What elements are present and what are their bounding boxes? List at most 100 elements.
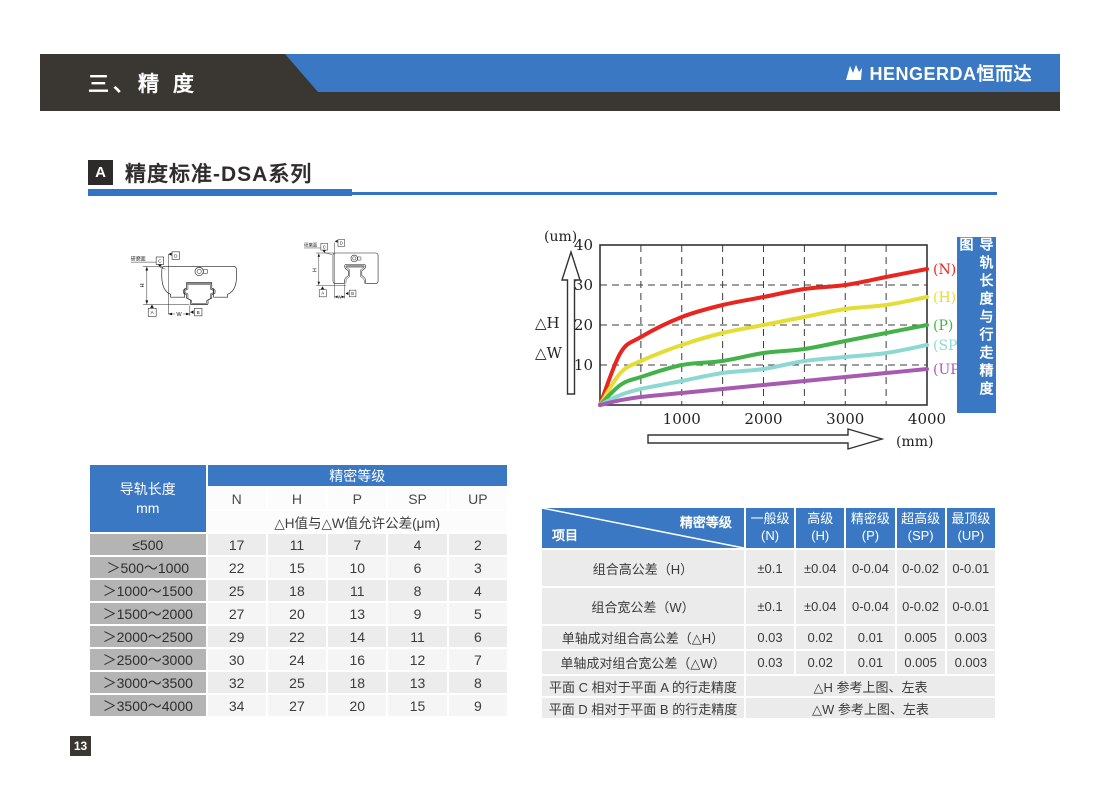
tolerance-value-cell: 12 <box>388 649 447 670</box>
delta-h-annotation: △H <box>535 314 560 332</box>
curve-H <box>598 295 929 407</box>
tolerance-value-cell: 9 <box>388 603 447 624</box>
x-tick: 1000 <box>663 410 701 428</box>
range-cell: ＞2000～2500 <box>90 626 206 647</box>
datum-box-d <box>171 251 180 260</box>
tolerance-value-cell: 3 <box>448 557 507 578</box>
left-table-subheader: △H值与△W值允许公差(μm) <box>207 511 507 532</box>
y-unit-label: (um) <box>544 229 577 245</box>
curve-label-SP: (SP) <box>933 338 963 354</box>
tolerance-value-cell: 18 <box>328 672 387 693</box>
grade-header-H: H <box>267 488 327 509</box>
tolerance-value-cell: 29 <box>207 626 266 647</box>
tolerance-value-cell: 0.02 <box>796 626 845 649</box>
tolerance-value-cell: 27 <box>267 695 327 716</box>
tolerance-value-cell: 0-0.04 <box>846 550 895 586</box>
grade-header-SP: SP <box>388 488 447 509</box>
section-underline-thin <box>352 192 997 195</box>
svg-text:A: A <box>151 310 155 315</box>
tolerance-value-cell: 13 <box>388 672 447 693</box>
grade-header-N: N <box>207 488 266 509</box>
tolerance-value-cell: 22 <box>207 557 266 578</box>
page-number: 13 <box>70 736 91 756</box>
tolerance-value-cell: 0.005 <box>896 626 945 649</box>
tolerance-value-cell: 0-0.02 <box>896 588 945 624</box>
tolerance-value-cell: 10 <box>328 557 387 578</box>
tolerance-value-cell: 4 <box>388 534 447 555</box>
svg-text:D: D <box>174 253 178 258</box>
section-title: 精度标准-DSA系列 <box>125 163 313 186</box>
item-label-cell: 平面 C 相对于平面 A 的行走精度 <box>542 676 744 696</box>
tolerance-value-cell: 8 <box>448 672 507 693</box>
brand-icon <box>846 65 863 80</box>
range-cell: ＞3000～3500 <box>90 672 206 693</box>
tolerance-value-cell: 8 <box>388 580 447 601</box>
table-row: ≤500 17 11 7 4 2 <box>90 534 507 555</box>
svg-text:B: B <box>197 310 200 315</box>
tolerance-value-cell: 0.03 <box>745 651 795 674</box>
rail-seal-strip <box>187 282 212 286</box>
datum-box-d <box>337 239 345 247</box>
grade-column-header: 最顶级 (UP) <box>946 508 995 548</box>
tolerance-value-cell: 25 <box>267 672 327 693</box>
tolerance-value-cell: 16 <box>328 649 387 670</box>
curve-P <box>598 323 929 407</box>
svg-text:B: B <box>351 291 354 296</box>
curve-label-N: (N) <box>933 262 956 278</box>
tolerance-value-cell: 27 <box>207 603 266 624</box>
reference-note-cell: △W 参考上图、左表 <box>745 698 995 718</box>
table-row: 单轴成对组合高公差（△H） 0.03 0.02 0.01 0.005 0.003 <box>542 626 995 649</box>
tolerance-value-cell: 0.003 <box>946 626 995 649</box>
datum-box-a <box>318 289 327 298</box>
tolerance-value-cell: 7 <box>328 534 387 555</box>
tolerance-value-cell: 30 <box>207 649 266 670</box>
left-table-group-header: 精密等级 <box>207 465 507 486</box>
grade-column-header: 高级 (H) <box>796 508 845 548</box>
grinding-surface-label: 研磨面 <box>131 256 146 263</box>
x-tick: 4000 <box>908 410 946 428</box>
tolerance-value-cell: 0.01 <box>846 651 895 674</box>
tolerance-value-cell: 22 <box>267 626 327 647</box>
diag-header-item: 项目 <box>552 528 579 543</box>
grade-column-header: 精密级 (P) <box>846 508 895 548</box>
x-tick: 2000 <box>744 410 782 428</box>
curve-SP <box>598 343 929 407</box>
tolerance-value-cell: 7 <box>448 649 507 670</box>
dim-h-label: H <box>312 268 318 272</box>
grinding-surface-label: 研磨面 <box>304 242 318 249</box>
tolerance-value-cell: 15 <box>267 557 327 578</box>
tolerance-value-cell: 2 <box>448 534 507 555</box>
tolerance-value-cell: 4 <box>448 580 507 601</box>
y-tick: 40 <box>574 236 593 254</box>
tolerance-value-cell: 6 <box>388 557 447 578</box>
range-cell: ＞3500～4000 <box>90 695 206 716</box>
datum-box-b <box>349 289 357 298</box>
table-row: 组合宽公差（W） ±0.1 ±0.04 0-0.04 0-0.02 0-0.01 <box>542 588 995 624</box>
tolerance-value-cell: 0-0.01 <box>946 550 995 586</box>
table-row: ＞1500～2000 27 20 13 9 5 <box>90 603 507 624</box>
curve-N <box>598 267 929 407</box>
tolerance-value-cell: 20 <box>328 695 387 716</box>
svg-text:D: D <box>340 241 343 246</box>
header-bar: HENGERDA恒而达 三、精 度 <box>40 54 1060 111</box>
curve-UP <box>598 367 929 407</box>
left-table-corner-header: 导轨长度 mm <box>90 465 206 532</box>
rail-seal-strip <box>346 265 365 268</box>
range-cell: ＞1500～2000 <box>90 603 206 624</box>
y-tick: 20 <box>574 316 593 334</box>
tolerance-value-cell: 25 <box>207 580 266 601</box>
diag-header-grade: 精密等级 <box>679 515 732 530</box>
dim-w-label: W <box>176 312 182 318</box>
table-row: 单轴成对组合宽公差（△W） 0.03 0.02 0.01 0.005 0.003 <box>542 651 995 674</box>
range-cell: ＞1000～1500 <box>90 580 206 601</box>
chapter-title: 三、精 度 <box>88 72 198 96</box>
dim-w-label: W <box>337 295 342 300</box>
table-row: 组合高公差（H） ±0.1 ±0.04 0-0.04 0-0.02 0-0.01 <box>542 550 995 586</box>
dim-h-label: H <box>140 283 146 287</box>
tolerance-value-cell: 0.03 <box>745 626 795 649</box>
tolerance-value-cell: 13 <box>328 603 387 624</box>
range-cell: ＞500～1000 <box>90 557 206 578</box>
curve-label-P: (P) <box>933 318 953 334</box>
